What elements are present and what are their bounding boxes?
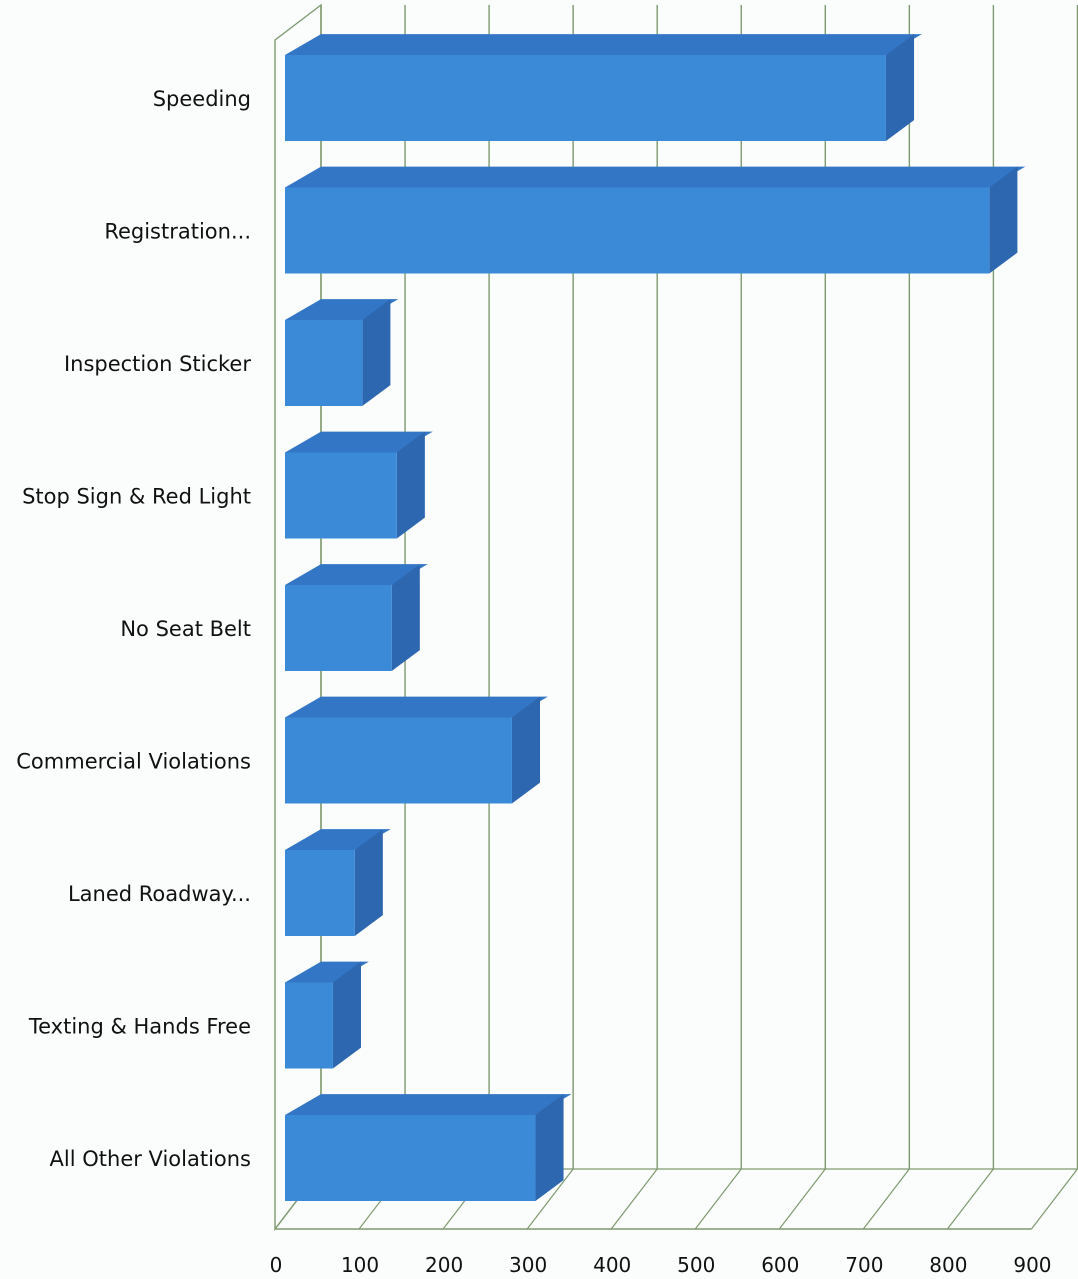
category-label: Texting & Hands Free: [28, 1015, 251, 1039]
bar-front-face: [285, 187, 990, 274]
x-tick-label: 900: [1013, 1253, 1051, 1277]
x-tick-label: 400: [593, 1253, 631, 1277]
bars-layer: [285, 34, 1026, 1201]
bar: [285, 961, 369, 1069]
bar-side-face: [535, 1094, 564, 1201]
bar-top-face: [285, 166, 1026, 188]
bar-side-face: [332, 961, 361, 1069]
bar: [285, 166, 1026, 274]
bar-front-face: [285, 717, 512, 804]
bar-front-face: [285, 585, 392, 671]
floor-gridline: [778, 1168, 826, 1230]
x-tick-label: 800: [929, 1253, 967, 1277]
category-label: Registration...: [104, 220, 251, 244]
bar: [285, 34, 922, 142]
bar-side-face: [354, 829, 383, 936]
category-label: Commercial Violations: [16, 750, 251, 774]
x-tick-label: 700: [845, 1253, 883, 1277]
floor-gridline: [946, 1168, 994, 1230]
x-tick-label: 300: [509, 1253, 547, 1277]
x-tick-label: 500: [677, 1253, 715, 1277]
bar-top-face: [285, 34, 922, 55]
bar-top-face: [285, 696, 548, 718]
floor-gridline: [526, 1168, 574, 1230]
bar-front-face: [285, 1115, 536, 1201]
bar: [285, 696, 548, 804]
floor-gridline: [862, 1168, 910, 1230]
x-tick-label: 100: [341, 1253, 379, 1277]
category-label: Inspection Sticker: [64, 352, 251, 376]
bar-front-face: [285, 850, 355, 936]
x-tick-label: 600: [761, 1253, 799, 1277]
x-tick-label: 0: [270, 1253, 283, 1277]
bar-top-face: [285, 829, 391, 850]
floor-gridline: [610, 1168, 658, 1230]
bar: [285, 564, 428, 671]
labels-layer: Speeding Registration... Inspection Sticke…: [16, 87, 251, 1171]
category-label: Speeding: [153, 87, 251, 111]
bar-top-face: [285, 431, 433, 453]
bar-front-face: [285, 55, 886, 141]
bar: [285, 299, 399, 406]
bar-front-face: [285, 982, 333, 1069]
bar-side-face: [396, 431, 425, 539]
bar-side-face: [362, 299, 391, 406]
floor-gridline: [694, 1168, 742, 1230]
category-label: No Seat Belt: [120, 617, 251, 641]
bar-top-face: [285, 1094, 572, 1115]
bar-top-face: [285, 564, 428, 585]
floor-gridline: [1030, 1168, 1078, 1230]
bar: [285, 829, 391, 936]
category-label: All Other Violations: [50, 1147, 251, 1171]
bar: [285, 1094, 572, 1201]
category-label: Laned Roadway...: [68, 882, 251, 906]
bar-top-face: [285, 961, 369, 983]
x-axis-ticks: 0 100 200 300 400 500 600 700 800 900: [270, 1253, 1052, 1277]
bar: [285, 431, 433, 539]
bar-front-face: [285, 452, 397, 539]
x-tick-label: 200: [425, 1253, 463, 1277]
bar-front-face: [285, 320, 363, 406]
bar-side-face: [885, 34, 915, 142]
bar-side-face: [391, 564, 420, 671]
bar-side-face: [989, 166, 1018, 274]
category-label: Stop Sign & Red Light: [22, 485, 251, 509]
bar-side-face: [511, 696, 541, 804]
